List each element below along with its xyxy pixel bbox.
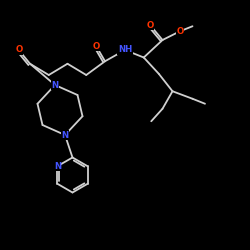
Text: O: O	[176, 27, 184, 36]
Text: N: N	[62, 130, 68, 140]
Text: O: O	[146, 20, 154, 30]
Text: N: N	[54, 162, 61, 171]
Text: O: O	[92, 42, 100, 51]
Text: N: N	[52, 80, 59, 90]
Text: NH: NH	[118, 46, 132, 54]
Text: O: O	[15, 46, 22, 54]
